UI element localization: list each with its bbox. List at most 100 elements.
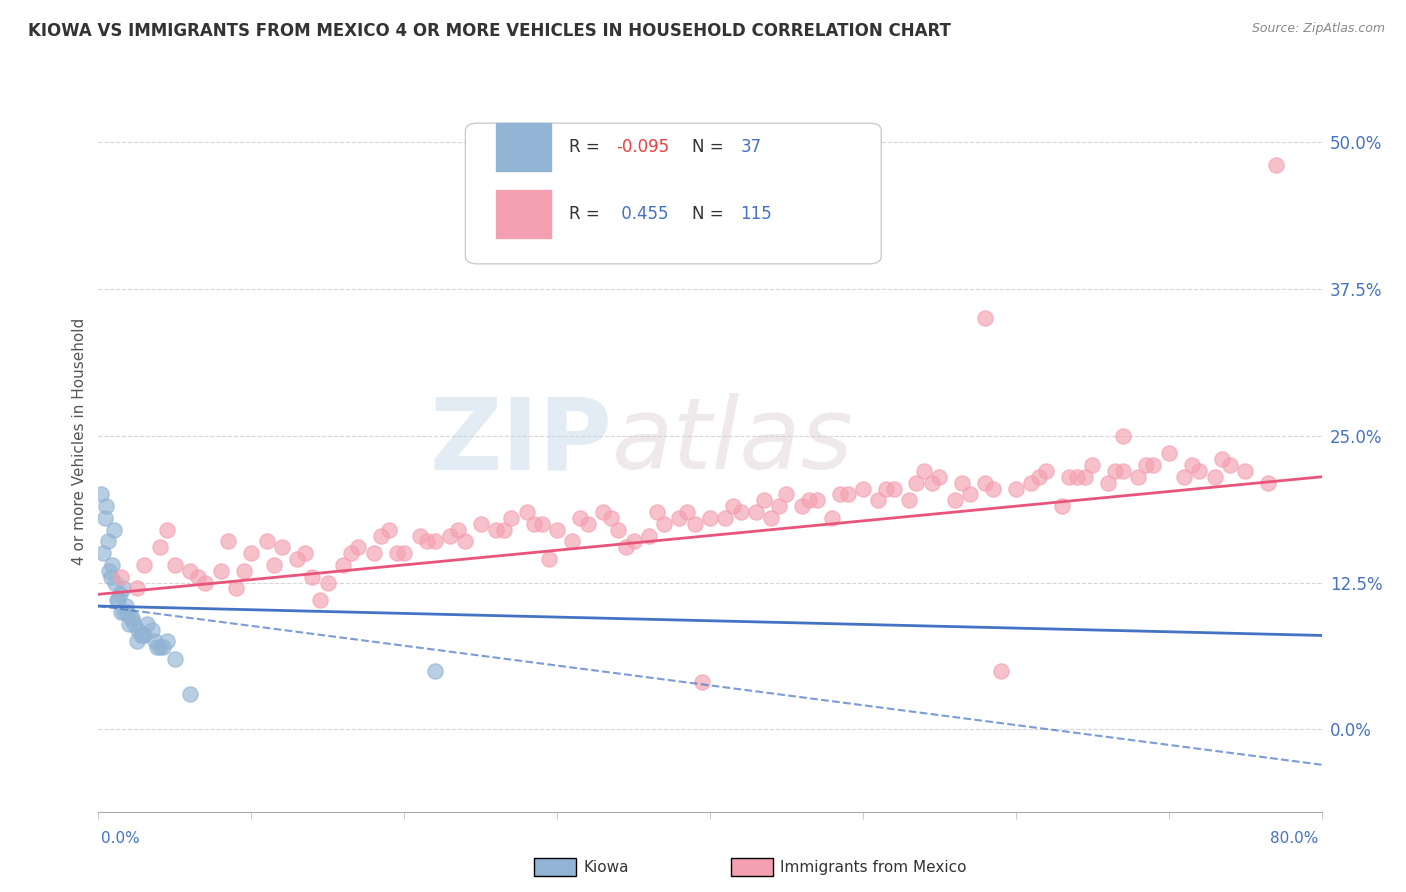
Point	[470, 516, 492, 531]
Point	[1173, 470, 1195, 484]
Point	[187, 570, 209, 584]
Point	[1257, 475, 1279, 490]
Point	[104, 575, 127, 590]
Point	[118, 616, 141, 631]
Text: Source: ZipAtlas.com: Source: ZipAtlas.com	[1251, 22, 1385, 36]
Point	[232, 564, 254, 578]
Point	[309, 593, 332, 607]
Point	[775, 487, 797, 501]
Point	[416, 534, 439, 549]
Point	[692, 675, 714, 690]
Text: -0.095: -0.095	[616, 138, 669, 156]
Point	[905, 475, 928, 490]
Point	[1073, 470, 1095, 484]
Point	[179, 564, 201, 578]
Point	[1135, 458, 1157, 472]
FancyBboxPatch shape	[496, 123, 551, 171]
Point	[485, 523, 508, 537]
Point	[107, 593, 129, 607]
Point	[152, 640, 174, 655]
Point	[959, 487, 981, 501]
Point	[105, 593, 128, 607]
Point	[799, 493, 821, 508]
Point	[143, 634, 166, 648]
Point	[1004, 482, 1026, 496]
Point	[179, 687, 201, 701]
Point	[240, 546, 263, 560]
Point	[614, 541, 637, 555]
Point	[1234, 464, 1257, 478]
Point	[122, 616, 145, 631]
Point	[1081, 458, 1104, 472]
Point	[98, 564, 121, 578]
Point	[141, 623, 163, 637]
Point	[111, 582, 134, 596]
Point	[370, 528, 392, 542]
Point	[94, 499, 117, 513]
Point	[1219, 458, 1241, 472]
Point	[332, 558, 354, 572]
Text: 80.0%: 80.0%	[1271, 831, 1319, 846]
Point	[875, 482, 897, 496]
Point	[721, 499, 744, 513]
Point	[1264, 158, 1286, 172]
Point	[385, 546, 408, 560]
Point	[134, 628, 156, 642]
Point	[90, 487, 112, 501]
Point	[752, 493, 775, 508]
Point	[821, 511, 844, 525]
Text: 37: 37	[741, 138, 762, 156]
Point	[974, 311, 997, 326]
Point	[561, 534, 583, 549]
Point	[1097, 475, 1119, 490]
Point	[928, 470, 950, 484]
Text: N =: N =	[692, 205, 728, 223]
Point	[120, 611, 142, 625]
Point	[101, 558, 124, 572]
Point	[125, 582, 148, 596]
Point	[301, 570, 323, 584]
Point	[129, 628, 152, 642]
Text: 115: 115	[741, 205, 772, 223]
Point	[1019, 475, 1042, 490]
Point	[134, 558, 156, 572]
Point	[576, 516, 599, 531]
Point	[1050, 499, 1073, 513]
Point	[538, 552, 561, 566]
Point	[363, 546, 385, 560]
Point	[1204, 470, 1226, 484]
FancyBboxPatch shape	[496, 190, 551, 238]
Point	[392, 546, 416, 560]
Point	[408, 528, 430, 542]
Point	[523, 516, 546, 531]
Point	[209, 564, 232, 578]
Point	[156, 634, 179, 648]
Point	[270, 541, 294, 555]
Point	[108, 587, 131, 601]
Point	[1066, 470, 1088, 484]
Point	[110, 605, 132, 619]
Point	[1028, 470, 1050, 484]
Point	[806, 493, 828, 508]
Point	[790, 499, 813, 513]
Point	[149, 640, 172, 655]
Point	[607, 523, 630, 537]
Point	[294, 546, 316, 560]
Point	[145, 640, 167, 655]
Text: R =: R =	[569, 138, 606, 156]
Point	[981, 482, 1004, 496]
Text: Kiowa: Kiowa	[583, 860, 628, 874]
Text: 0.0%: 0.0%	[101, 831, 141, 846]
Point	[1128, 470, 1150, 484]
Point	[530, 516, 553, 531]
Point	[149, 541, 172, 555]
Point	[263, 558, 285, 572]
Point	[943, 493, 966, 508]
Point	[110, 570, 132, 584]
Point	[423, 534, 446, 549]
Point	[423, 664, 446, 678]
Text: atlas: atlas	[612, 393, 853, 490]
Point	[439, 528, 461, 542]
Point	[225, 582, 247, 596]
Point	[1035, 464, 1057, 478]
